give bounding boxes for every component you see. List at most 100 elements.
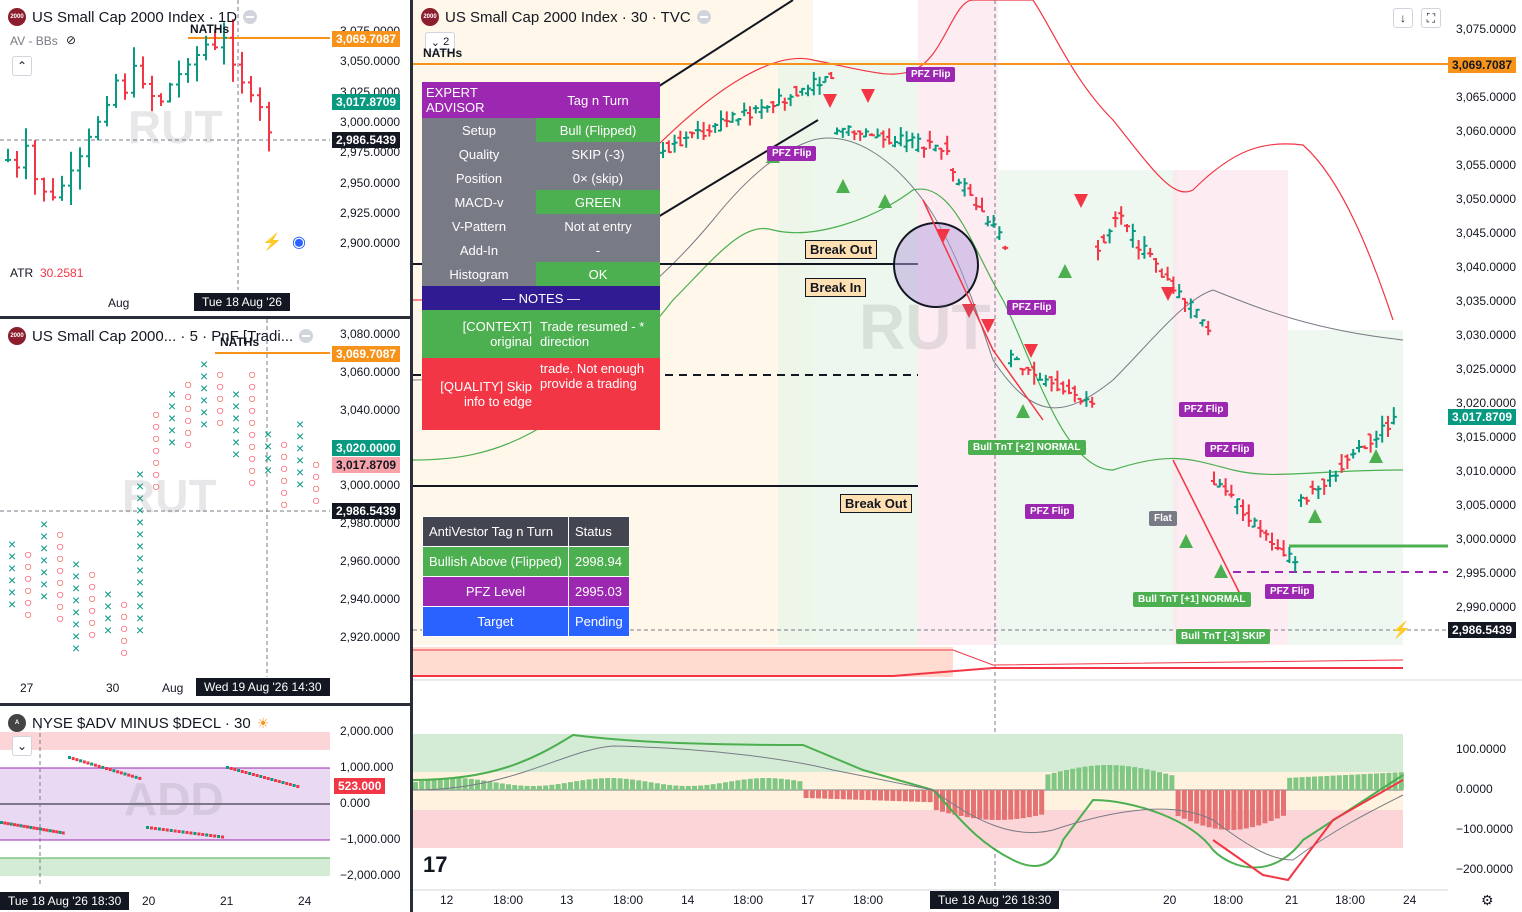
histogram-bar (983, 790, 989, 820)
minimize-icon[interactable] (696, 10, 711, 24)
maximize-icon[interactable]: ⛶ (1421, 8, 1441, 28)
tradingview-logo-icon[interactable]: 17 (423, 852, 448, 877)
daily-title[interactable]: 2000 US Small Cap 2000 Index · 1D (8, 8, 258, 26)
price-axis-label: 2,975.0000 (340, 145, 401, 160)
pnf-chart-pane[interactable]: × × × × × × ○ ○ ○ ○ ○ ○ × × × × × × × ○ ○ ○ ○ ○ ○ ○ ○ × × × × × × × × ○ ○ ○ ○ ○… (0, 319, 410, 703)
price-axis-label: −2,000.000 (340, 868, 401, 882)
pane-divider[interactable] (0, 703, 410, 706)
price-bar (14, 151, 20, 178)
main-title[interactable]: 2000 US Small Cap 2000 Index · 30 · TVC (421, 8, 711, 26)
price-axis-label: 100.0000 (1456, 742, 1507, 756)
pnf-box: ○ (56, 574, 64, 590)
pnf-box: × (232, 446, 240, 462)
ath-price-tag: 3,069.7087 (332, 346, 401, 362)
price-bar (167, 82, 173, 103)
histogram-bar (921, 790, 927, 802)
pnf-box: ○ (280, 448, 288, 464)
price-bar (23, 128, 29, 180)
histogram-bar (878, 790, 883, 801)
price-bar (758, 99, 765, 119)
pnf-box: ○ (248, 438, 256, 454)
price-bar (239, 51, 245, 94)
histogram-bar (549, 784, 555, 790)
histogram-bar (1225, 790, 1231, 830)
pnf-box: × (104, 586, 112, 602)
pnf-box: ○ (312, 456, 320, 472)
collapse-down-button[interactable]: ⌄ (12, 736, 32, 756)
histogram-bar (1367, 773, 1373, 790)
price-bar (932, 144, 939, 152)
price-bar (787, 94, 794, 107)
histogram-bar (1157, 772, 1162, 790)
histogram-bar (989, 790, 995, 820)
price-bar (86, 128, 92, 168)
histogram-bar (605, 778, 611, 790)
price-bar (1228, 484, 1235, 498)
pnf-box: ○ (216, 390, 224, 406)
price-bar (793, 85, 800, 97)
price-bar (41, 177, 47, 202)
histogram-bar (636, 780, 642, 790)
ath-label: NATHs (220, 335, 260, 349)
pnf-title[interactable]: 2000 US Small Cap 2000... · 5 · PnF [Tra… (8, 327, 314, 345)
pnf-box: ○ (312, 492, 320, 508)
lightning-icon[interactable]: ⚡ (262, 234, 282, 251)
pnf-box: ○ (120, 644, 128, 660)
pnf-box: ○ (248, 366, 256, 382)
histogram-bar (1324, 775, 1330, 790)
breadth-bar (281, 781, 285, 784)
price-bar (712, 122, 719, 134)
pane-divider[interactable] (0, 316, 410, 319)
price-bar (700, 122, 707, 141)
price-bar (185, 58, 191, 83)
breadth-title[interactable]: A NYSE $ADV MINUS $DECL · 30 ☀ (8, 714, 269, 732)
price-bar (1176, 284, 1183, 299)
price-bar (897, 127, 904, 147)
pnf-box: ○ (120, 608, 128, 624)
minimize-icon[interactable] (243, 10, 258, 24)
index-logo-icon: 2000 (8, 8, 26, 26)
pane-divider-vertical[interactable] (410, 0, 413, 912)
price-bar (1240, 499, 1246, 521)
av-target-value: Pending (567, 606, 630, 637)
price-bar (1263, 529, 1270, 541)
price-bar (810, 71, 817, 96)
arrow-down-icon[interactable]: ↓ (1393, 8, 1413, 28)
breadth-bar (16, 823, 20, 827)
pnf-box: ○ (88, 626, 96, 642)
price-bar (1025, 366, 1032, 376)
ea-row-key: Add-In (422, 238, 536, 262)
ath-label: NATHs (423, 46, 463, 60)
lightning-icon[interactable]: ⚡ (1391, 622, 1411, 639)
price-bar (140, 56, 146, 89)
collapse-up-button[interactable]: ⌃ (12, 56, 32, 76)
price-axis-label: −100.0000 (1456, 822, 1514, 836)
price-bar (1135, 239, 1142, 260)
histogram-bar (1330, 775, 1336, 790)
settings-gear-icon[interactable]: ⚙ (1481, 892, 1494, 908)
pnf-box: ○ (152, 454, 160, 470)
daily-chart-pane[interactable]: 2000 US Small Cap 2000 Index · 1D AV - B… (0, 0, 410, 316)
collapse-indicators-button[interactable]: ⌄ 2 (425, 32, 455, 52)
breadth-bar (90, 762, 94, 766)
price-axis-label: 3,030.0000 (1456, 328, 1517, 342)
price-bar (1106, 228, 1113, 244)
indicator-label[interactable]: AV - BBs (10, 34, 58, 48)
breadth-chart-pane[interactable]: A NYSE $ADV MINUS $DECL · 30 ☀ ⌄ ADD 2,0… (0, 706, 410, 912)
time-axis-label: 18:00 (493, 893, 524, 907)
histogram-bar (1163, 773, 1169, 790)
eye-off-icon[interactable]: ⊘ (66, 33, 77, 47)
histogram-bar (586, 779, 592, 790)
breadth-bar (58, 830, 62, 834)
pnf-box: × (296, 440, 304, 456)
buy-signal-triangle (1308, 509, 1322, 523)
histogram-bar (1064, 769, 1069, 790)
sell-signal-triangle (936, 229, 950, 243)
av-bullish-value: 2998.94 (567, 546, 630, 577)
histogram-bar (828, 790, 834, 799)
price-bar (776, 88, 782, 107)
minimize-icon[interactable] (299, 329, 314, 343)
histogram-bar (506, 784, 511, 790)
breadth-bar (197, 832, 201, 836)
pnf-box: ○ (88, 578, 96, 594)
